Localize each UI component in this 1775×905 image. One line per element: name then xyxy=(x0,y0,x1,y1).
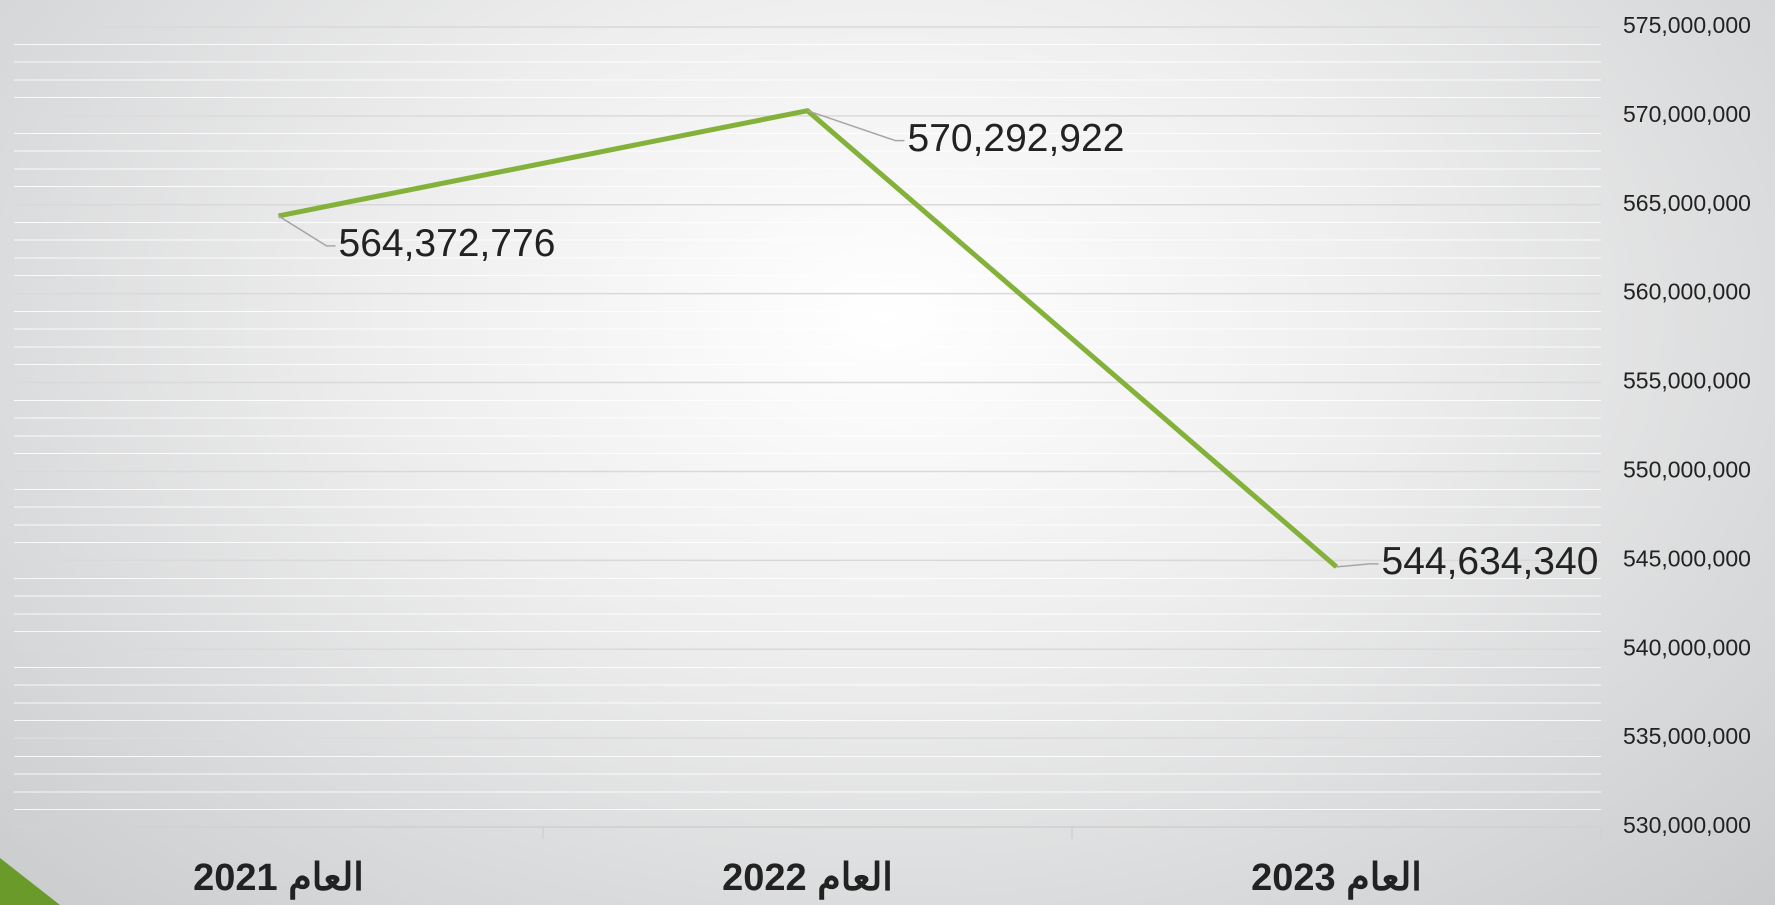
data-label: 544,634,340 xyxy=(1382,540,1599,583)
x-tick-label: العام 2023 xyxy=(1251,857,1422,900)
data-label: 564,372,776 xyxy=(339,222,556,265)
x-tick-label: العام 2021 xyxy=(193,857,364,900)
y-tick-label: 550,000,000 xyxy=(1623,457,1751,483)
data-label: 570,292,922 xyxy=(908,117,1125,160)
leader-line xyxy=(1336,563,1379,568)
y-tick-label: 570,000,000 xyxy=(1623,101,1751,127)
leader-line xyxy=(278,215,336,247)
minor-grid xyxy=(14,27,1601,827)
x-tick-label: العام 2022 xyxy=(722,857,893,900)
leader-line xyxy=(807,109,905,142)
corner-decoration xyxy=(0,858,60,905)
data-line xyxy=(278,108,1339,569)
y-tick-label: 565,000,000 xyxy=(1623,190,1751,216)
y-tick-label: 575,000,000 xyxy=(1623,12,1751,38)
y-tick-label: 540,000,000 xyxy=(1623,634,1751,660)
y-tick-label: 545,000,000 xyxy=(1623,545,1751,571)
y-tick-label: 560,000,000 xyxy=(1623,279,1751,305)
y-tick-label: 555,000,000 xyxy=(1623,368,1751,394)
y-tick-label: 530,000,000 xyxy=(1623,812,1751,838)
y-tick-label: 535,000,000 xyxy=(1623,723,1751,749)
